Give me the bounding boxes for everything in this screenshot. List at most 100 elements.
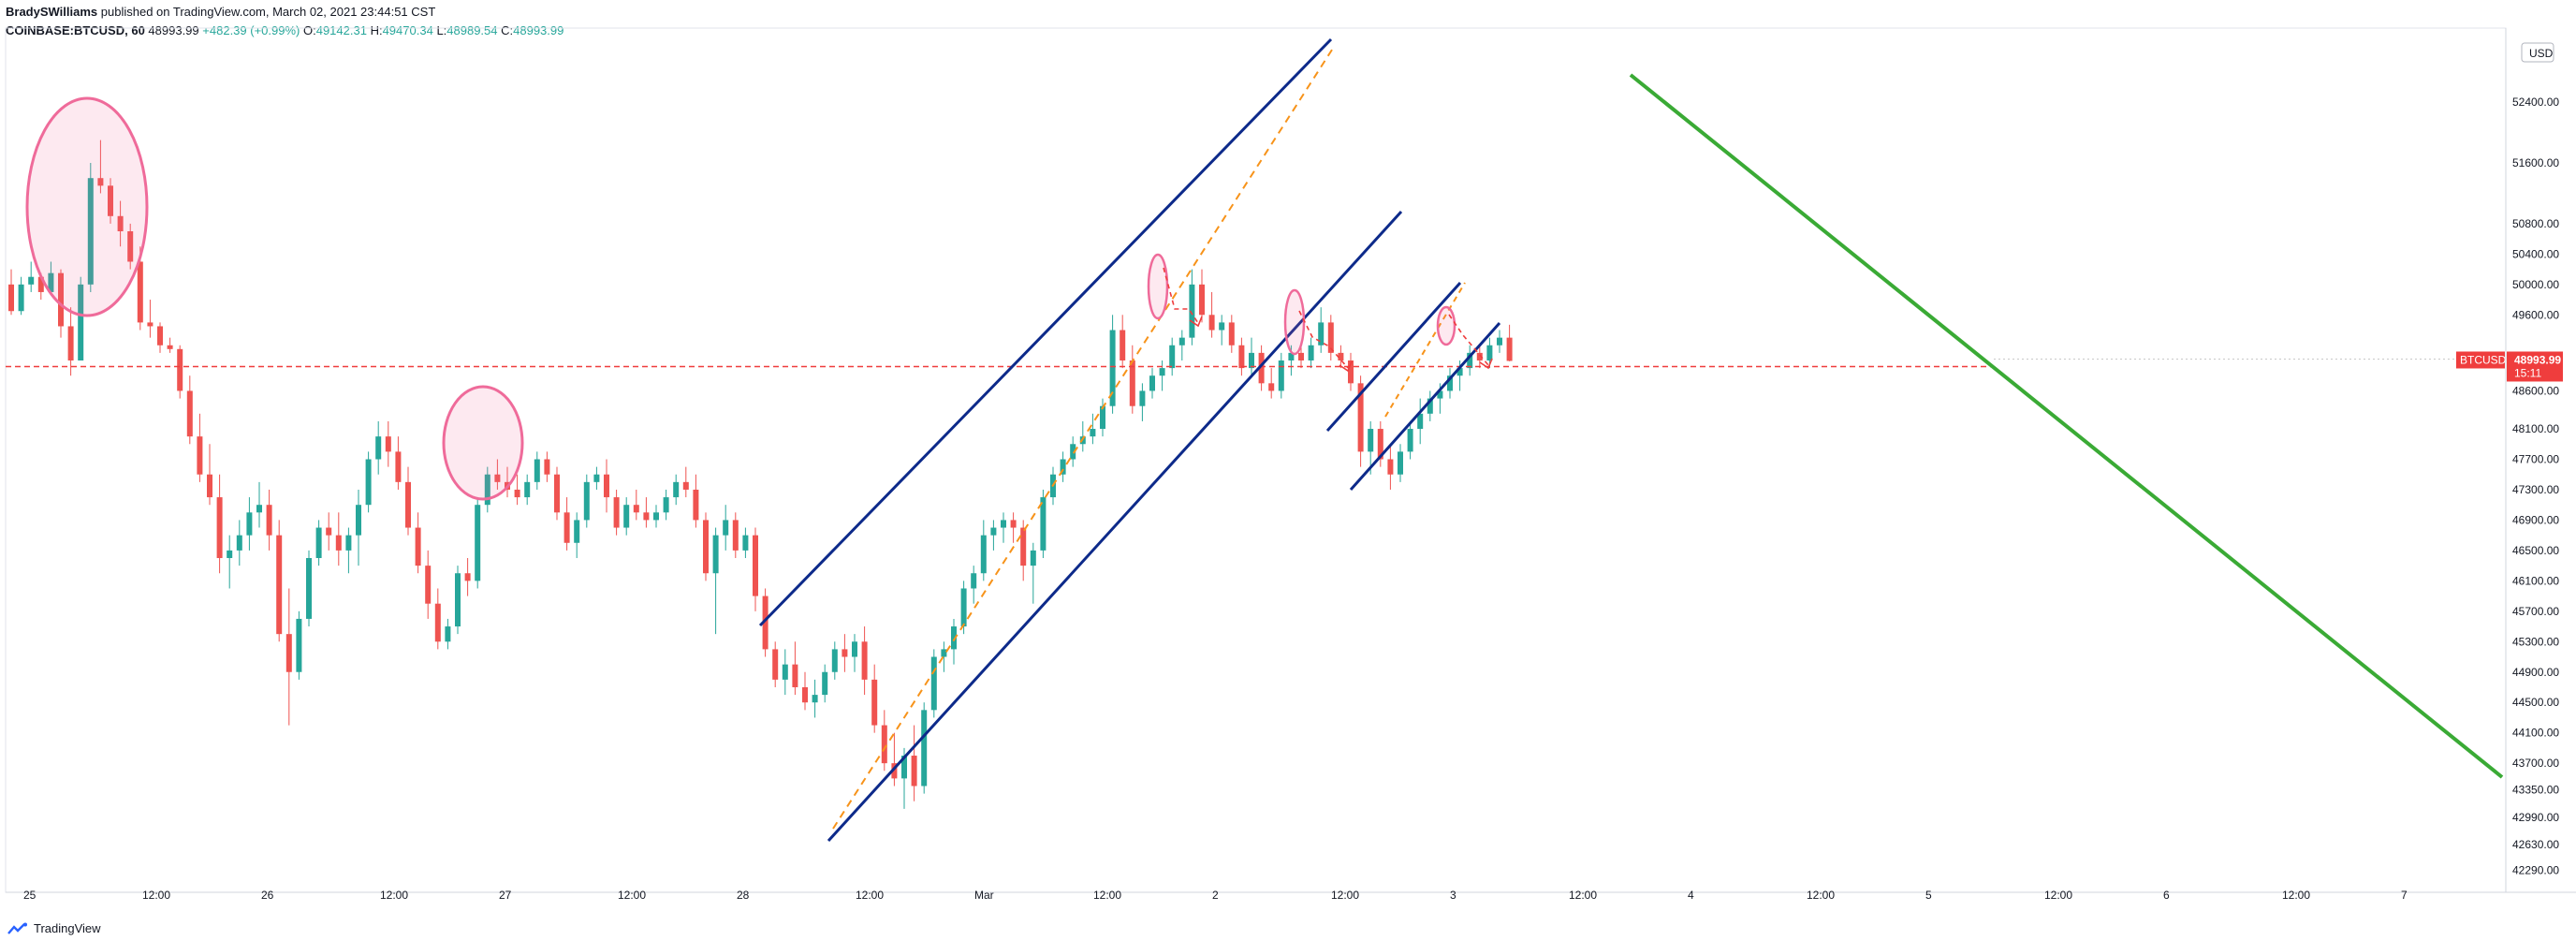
- candle-body: [266, 505, 272, 536]
- price-tick-label: 48100.00: [2512, 422, 2559, 435]
- price-tick-label: 46900.00: [2512, 513, 2559, 526]
- time-tick-label: Mar: [974, 889, 994, 902]
- currency-label: USD: [2529, 47, 2554, 60]
- footer-brand[interactable]: TradingView: [34, 921, 101, 935]
- candle-body: [930, 656, 937, 711]
- candle-body: [137, 261, 143, 323]
- time-tick-label: 12:00: [618, 889, 646, 902]
- time-tick-label: 27: [499, 889, 512, 902]
- projection-path: [1448, 314, 1489, 366]
- candle-body: [405, 481, 411, 528]
- candle-body: [375, 436, 382, 460]
- candle-body: [782, 664, 788, 680]
- candle-body: [1308, 345, 1314, 360]
- channel-lower-line: [827, 210, 1403, 843]
- candle-body: [852, 641, 857, 657]
- candle-body: [1129, 360, 1135, 406]
- candle-body: [335, 535, 342, 551]
- time-tick-label: 12:00: [380, 889, 408, 902]
- candle-body: [385, 436, 391, 452]
- candle-body: [643, 512, 650, 521]
- candle-body: [1456, 368, 1463, 376]
- candle-body: [1258, 352, 1265, 384]
- time-tick-label: 12:00: [856, 889, 884, 902]
- price-tick-label: 52400.00: [2512, 96, 2559, 109]
- candle-body: [514, 489, 520, 498]
- candle-body: [951, 626, 957, 650]
- channel-upper-line: [758, 37, 1333, 627]
- candle-body: [1506, 337, 1513, 361]
- candle-body: [742, 535, 749, 551]
- candle-body: [593, 474, 600, 482]
- candle-body: [48, 272, 54, 292]
- candle-body: [455, 573, 461, 627]
- open-value: 49142.31: [315, 23, 367, 37]
- candle-body: [1377, 429, 1383, 460]
- low-label: L:: [436, 23, 447, 37]
- candle-body: [1327, 322, 1334, 353]
- candle-body: [1387, 459, 1394, 475]
- candle-body: [1288, 352, 1295, 360]
- candle-body: [1467, 352, 1473, 369]
- last-price-box: [2507, 351, 2563, 382]
- candle-body: [256, 505, 262, 513]
- candle-body: [682, 481, 689, 490]
- candle-body: [1090, 429, 1096, 437]
- time-tick-label: 12:00: [1807, 889, 1835, 902]
- candle-body: [167, 345, 173, 349]
- highlight-ellipse: [1283, 288, 1306, 356]
- publisher-name[interactable]: BradySWilliams: [6, 5, 98, 19]
- time-tick-label: 25: [23, 889, 37, 902]
- candle-body: [97, 178, 104, 186]
- candle-body: [1486, 345, 1493, 360]
- candle-body: [762, 595, 768, 650]
- candle-body: [1208, 315, 1215, 331]
- time-tick-label: 28: [737, 889, 750, 902]
- candle-body: [157, 326, 163, 346]
- price-tick-label: 47700.00: [2512, 453, 2559, 466]
- candle-body: [177, 348, 183, 391]
- candle-body: [67, 326, 74, 360]
- high-value: 49470.34: [382, 23, 433, 37]
- candle-body: [186, 390, 193, 437]
- candle-body: [633, 505, 639, 513]
- time-tick-label: 2: [1212, 889, 1219, 902]
- candle-body: [524, 481, 531, 498]
- price-tick-label: 44900.00: [2512, 666, 2559, 679]
- price-tick-label: 43700.00: [2512, 757, 2559, 770]
- projection-path: [1163, 267, 1199, 324]
- candle-body: [812, 695, 818, 703]
- candle-body: [554, 474, 560, 513]
- candle-body: [1447, 375, 1453, 391]
- candle-body: [445, 626, 451, 642]
- candle-body: [1159, 368, 1165, 376]
- green-trend-line: [1629, 73, 2504, 779]
- projection-arrow: [1189, 316, 1203, 328]
- candle-body: [673, 481, 680, 498]
- time-tick-label: 12:00: [2044, 889, 2072, 902]
- candle-body: [28, 276, 35, 285]
- candle-body: [802, 686, 808, 703]
- time-tick-label: 3: [1450, 889, 1456, 902]
- candle-body: [604, 474, 609, 498]
- time-tick-label: 4: [1688, 889, 1694, 902]
- candle-body: [326, 527, 332, 536]
- candle-body: [1368, 429, 1374, 452]
- candle-body: [127, 231, 134, 262]
- candle-body: [395, 451, 402, 482]
- candle-body: [1407, 429, 1413, 452]
- candle-body: [712, 535, 719, 574]
- small-channel-lower: [1349, 322, 1501, 491]
- candle-body: [723, 520, 729, 536]
- time-tick-label: 12:00: [2282, 889, 2310, 902]
- price-tick-label: 44500.00: [2512, 696, 2559, 709]
- candle-body: [434, 603, 441, 642]
- candle-body: [1417, 413, 1424, 430]
- price-tick-label: 46100.00: [2512, 574, 2559, 587]
- time-tick-label: 12:00: [1093, 889, 1121, 902]
- price-tick-label: 49600.00: [2512, 308, 2559, 321]
- candle-body: [415, 527, 421, 566]
- candle-body: [197, 436, 203, 475]
- candle-body: [1109, 330, 1116, 406]
